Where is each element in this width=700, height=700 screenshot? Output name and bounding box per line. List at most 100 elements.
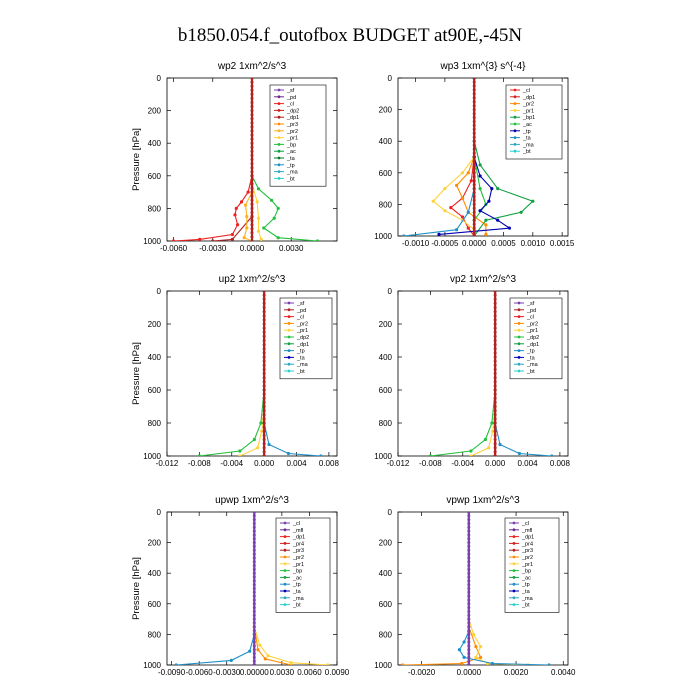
legend-entry: _bt xyxy=(521,603,530,609)
series-point-dp2 xyxy=(428,454,432,456)
zero-profile-point xyxy=(472,78,476,80)
zero-profile-point xyxy=(250,178,254,182)
zero-profile-point xyxy=(467,552,471,556)
legend-entry: _dp1 xyxy=(526,342,539,348)
series-point-cl xyxy=(236,223,240,227)
zero-profile-point xyxy=(467,541,471,545)
zero-profile-point xyxy=(472,195,476,198)
series-point-pr1 xyxy=(443,187,447,191)
y-tick-label: 400 xyxy=(148,353,162,362)
x-tick-label: -0.0020 xyxy=(408,668,436,677)
zero-profile-point xyxy=(252,529,256,533)
series-point-pr1 xyxy=(474,655,478,660)
legend-entry: _pr3 xyxy=(292,548,304,554)
zero-profile-point xyxy=(252,579,256,583)
zero-profile-point xyxy=(250,231,254,235)
legend-entry: _dp1 xyxy=(292,535,305,541)
legend-marker xyxy=(512,521,516,525)
zero-profile-point xyxy=(472,108,476,112)
legend-marker xyxy=(277,109,281,112)
zero-profile-point xyxy=(252,544,256,548)
zero-profile-point xyxy=(493,392,497,396)
zero-profile-point xyxy=(262,355,266,359)
zero-profile-point xyxy=(467,525,471,529)
zero-profile-point xyxy=(252,514,256,518)
legend-marker xyxy=(277,177,281,180)
zero-profile-point xyxy=(250,101,254,104)
panel-title: vpwp 1xm^2/s^3 xyxy=(446,495,520,506)
series-point-tp xyxy=(267,442,271,447)
series-point-pr2 xyxy=(242,236,246,240)
legend-entry: _bp xyxy=(521,569,531,575)
zero-profile-point xyxy=(252,518,256,522)
series-point-dp1 xyxy=(230,237,234,241)
legend-entry: _pd xyxy=(296,308,306,314)
legend-marker xyxy=(283,589,287,593)
legend-entry: _dp2 xyxy=(526,335,539,341)
x-tick-label: 0.0000 xyxy=(240,244,265,253)
x-tick-label: -0.004 xyxy=(451,459,474,468)
zero-profile-point xyxy=(262,396,266,400)
series-point-pr2 xyxy=(245,214,249,219)
x-tick-label: 0.004 xyxy=(518,459,539,468)
zero-profile-point xyxy=(472,206,476,210)
series-point-pr2 xyxy=(245,226,249,230)
series-group xyxy=(428,291,554,456)
zero-profile-point xyxy=(467,567,471,571)
y-tick-label: 400 xyxy=(148,569,162,578)
x-tick-label: -0.0010 xyxy=(402,239,430,248)
zero-profile-point xyxy=(493,425,497,429)
series-point-pr2 xyxy=(474,645,478,649)
zero-profile-point xyxy=(467,548,471,552)
legend-marker xyxy=(513,88,517,92)
zero-profile-point xyxy=(493,433,497,437)
zero-profile-point xyxy=(472,143,476,147)
series-point-bp xyxy=(276,236,280,240)
series-point-pr2 xyxy=(256,648,260,652)
legend-entry: _tp xyxy=(296,349,305,355)
y-tick-label: 600 xyxy=(379,169,393,178)
legend-marker xyxy=(513,102,517,105)
y-tick-label: 400 xyxy=(379,569,393,578)
panel-3: up2 1xm^2/s^3 0 200 400 600 800 1000-0.012 -0.0… xyxy=(131,274,339,468)
zero-profile-point xyxy=(493,396,497,400)
series-point-pr1 xyxy=(256,216,261,220)
series-point-tp xyxy=(547,663,551,665)
legend-entry: _pr4 xyxy=(521,541,533,547)
zero-profile-point xyxy=(250,239,254,241)
legend-marker xyxy=(512,589,516,593)
legend-entry: _bp xyxy=(292,569,302,575)
zero-profile-point xyxy=(467,579,471,583)
y-tick-label: 800 xyxy=(148,419,162,428)
zero-profile-point xyxy=(472,104,476,108)
series-point-ta xyxy=(466,210,470,214)
y-tick-label: 600 xyxy=(148,600,162,609)
y-tick-label: 400 xyxy=(148,139,162,148)
series-point-pr1 xyxy=(460,171,465,175)
series-point-pr1 xyxy=(443,209,447,213)
zero-profile-point xyxy=(467,648,471,652)
zero-profile-point xyxy=(472,198,476,202)
zero-profile-point xyxy=(472,202,476,206)
zero-profile-point xyxy=(250,174,254,178)
zero-profile-point xyxy=(467,640,471,644)
series-point-bp xyxy=(272,216,276,220)
legend-marker xyxy=(277,88,281,92)
legend: _cl_mfl_dp1_pr4_pr3_pr2_pr1_bp_ac_tp_ta_… xyxy=(275,517,331,613)
series-point-bp xyxy=(276,206,280,210)
legend-marker xyxy=(283,521,287,525)
series-point-dp2 xyxy=(238,449,242,453)
zero-profile-point xyxy=(467,560,471,564)
legend-marker xyxy=(513,122,517,126)
legend-box xyxy=(504,517,560,613)
y-tick-label: 200 xyxy=(379,106,393,115)
series-point-tp xyxy=(478,209,482,213)
zero-profile-point xyxy=(262,301,266,305)
series-point-pr1 xyxy=(289,661,293,665)
zero-profile-point xyxy=(252,525,256,529)
zero-profile-point xyxy=(472,112,476,116)
zero-profile-point xyxy=(472,127,476,131)
zero-profile-point xyxy=(467,602,471,606)
legend-entry: _ta xyxy=(526,355,536,361)
series-point-pr1 xyxy=(472,632,476,637)
